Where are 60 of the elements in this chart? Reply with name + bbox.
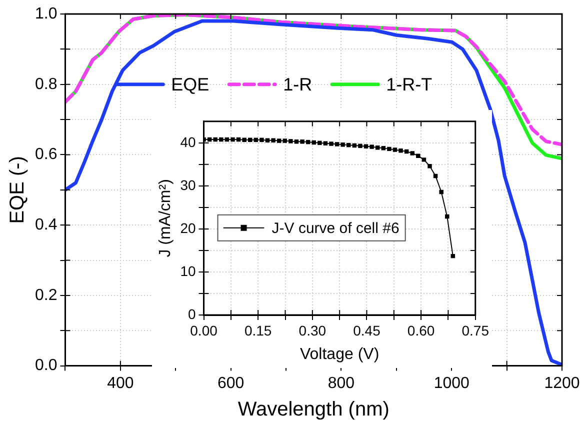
point [445, 214, 450, 219]
x-tick-label: 0.00 [190, 322, 218, 338]
x-tick-label: 400 [107, 374, 134, 392]
y-tick-label: 0.2 [34, 286, 58, 304]
point [398, 148, 403, 153]
y-tick-label: 0.0 [34, 357, 58, 374]
point [428, 164, 432, 168]
y-tick-label: 10 [180, 262, 196, 279]
point [323, 141, 328, 146]
x-axis-title: Wavelength (nm) [238, 398, 390, 421]
y-tick-label: 0.8 [34, 76, 58, 93]
x-tick-label: 600 [217, 374, 244, 392]
y-axis-title: EQE (-) [6, 156, 29, 224]
point [242, 138, 246, 142]
x-tick-label: 1000 [434, 374, 470, 392]
point [230, 137, 235, 142]
point [334, 142, 340, 146]
point [358, 144, 362, 148]
point [340, 142, 345, 147]
x-tick-label: 0.75 [462, 322, 490, 338]
x-tick-label: 800 [328, 374, 355, 392]
y-tick-label: 40 [180, 134, 196, 150]
point [364, 144, 368, 148]
point [213, 137, 218, 142]
point [439, 190, 444, 194]
y-tick-label: 1.0 [34, 5, 58, 22]
legend-label: J-V curve of cell #6 [272, 220, 400, 238]
point [219, 137, 224, 142]
point [300, 140, 304, 144]
y-tick-label: 0.6 [34, 146, 58, 164]
x-tick-label: 0.30 [298, 322, 326, 338]
legend-label: EQE [171, 74, 210, 94]
point [410, 151, 414, 156]
x-axis-title: Voltage (V) [300, 346, 380, 363]
point [392, 148, 398, 152]
y-axis-title: J (mA/cm²) [157, 179, 174, 258]
y-tick-label: 20 [180, 220, 196, 236]
point [265, 138, 270, 142]
point [260, 138, 264, 142]
point [282, 138, 288, 143]
point [329, 142, 334, 146]
x-tick-label: 0.60 [407, 322, 435, 338]
point [271, 138, 276, 142]
point [375, 146, 380, 150]
point [416, 154, 420, 158]
legend-label: 1-R [283, 74, 312, 94]
point [312, 140, 316, 145]
y-tick-label: 30 [180, 176, 196, 193]
point [370, 144, 374, 149]
legend-label: 1-R-T [386, 74, 432, 94]
x-tick-label: 0.45 [353, 322, 381, 338]
y-tick-label: 0 [188, 306, 196, 322]
point [387, 146, 392, 152]
point [318, 140, 322, 146]
point [288, 139, 293, 144]
point [276, 138, 282, 143]
point [422, 158, 426, 162]
x-tick-label: 0.15 [244, 322, 272, 338]
x-tick-label: 1200 [544, 374, 580, 392]
y-tick-label: 0.4 [34, 216, 58, 234]
